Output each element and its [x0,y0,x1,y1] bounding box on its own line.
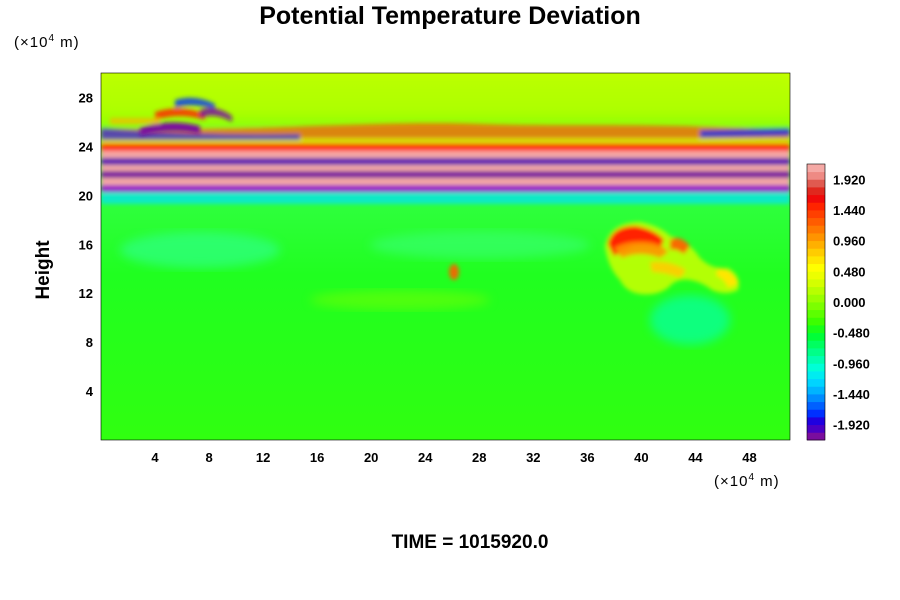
cool-patch [120,232,280,268]
colorbar-level [807,332,825,341]
x-tick-label: 44 [688,450,703,465]
colorbar-tick-label: 1.440 [833,203,866,218]
colorbar-level [807,210,825,219]
x-tick-label: 16 [310,450,324,465]
colorbar-level [807,317,825,326]
cool-patch [650,295,730,345]
y-tick-label: 4 [86,384,94,399]
y-tick-label: 8 [86,335,93,350]
colorbar-tick-label: 0.480 [833,264,866,279]
x-tick-label: 4 [151,450,159,465]
colorbar-level [807,271,825,280]
colorbar-tick-label: -0.960 [833,356,870,371]
x-tick-label: 24 [418,450,433,465]
colorbar-level [807,371,825,380]
colorbar-level [807,386,825,395]
chart-title: Potential Temperature Deviation [259,2,641,30]
colorbar-level [807,187,825,196]
colorbar-level [807,202,825,211]
colorbar-level [807,248,825,257]
y-axis: 4 8 12 16 20 24 28 [79,90,94,399]
warm-anomaly [449,222,739,295]
y-tick-label: 12 [79,286,93,301]
colorbar-frame [806,163,826,441]
colorbar-level [807,424,825,433]
colorbar-level [807,256,825,265]
x-axis: 4 8 12 16 20 24 28 32 36 40 44 48 [151,450,756,465]
colorbar-level [807,194,825,203]
colorbar-level [807,217,825,226]
x-tick-label: 28 [472,450,486,465]
colorbar-tick-label: 0.960 [833,234,866,249]
colorbar-level [807,394,825,403]
y-tick-label: 28 [79,90,93,105]
colorbar-level [807,432,825,441]
colorbar-tick-label: -0.480 [833,326,870,341]
time-label: TIME = 1015920.0 [391,532,549,553]
colorbar-level [807,279,825,288]
colorbar-level [807,409,825,418]
x-tick-label: 8 [205,450,212,465]
colorbar-tick-label: -1.920 [833,418,870,433]
x-axis-unit: (×104 m) [714,472,780,490]
colorbar-tick-label: 1.920 [833,172,866,187]
colorbar-level [807,417,825,426]
stratospheric-band [101,123,790,204]
colorbar-level [807,401,825,410]
colorbar-tick-label: 0.000 [833,295,866,310]
colorbar-level [807,363,825,372]
colorbar-level [807,325,825,334]
plot-frame [100,72,791,441]
colorbar [806,163,826,441]
warm-patch [310,290,490,310]
colorbar-tick-label: -1.440 [833,387,870,402]
colorbar-level [807,378,825,387]
colorbar-level [807,240,825,249]
upper-field [101,73,790,113]
heatmap-field [101,73,790,440]
y-tick-label: 24 [79,139,94,154]
colorbar-level [807,355,825,364]
colorbar-level [807,340,825,349]
colorbar-level [807,179,825,188]
wave-packet [110,97,232,136]
colorbar-level [807,294,825,303]
colorbar-level [807,302,825,311]
colorbar-level [807,286,825,295]
y-axis-unit: (×104 m) [14,33,80,51]
y-tick-label: 16 [79,237,93,252]
x-tick-label: 12 [256,450,270,465]
x-tick-label: 32 [526,450,540,465]
colorbar-level [807,225,825,234]
colorbar-level [807,171,825,180]
cool-patch [370,231,590,259]
x-tick-label: 20 [364,450,378,465]
x-tick-label: 36 [580,450,594,465]
colorbar-level [807,164,825,173]
x-tick-label: 40 [634,450,648,465]
colorbar-level [807,233,825,242]
colorbar-level [807,263,825,272]
colorbar-labels: 1.920 1.440 0.960 0.480 0.000 -0.480 -0.960 -1.… [833,172,870,432]
colorbar-level [807,309,825,318]
colorbar-level [807,348,825,357]
y-tick-label: 20 [79,188,93,203]
x-tick-label: 48 [742,450,756,465]
